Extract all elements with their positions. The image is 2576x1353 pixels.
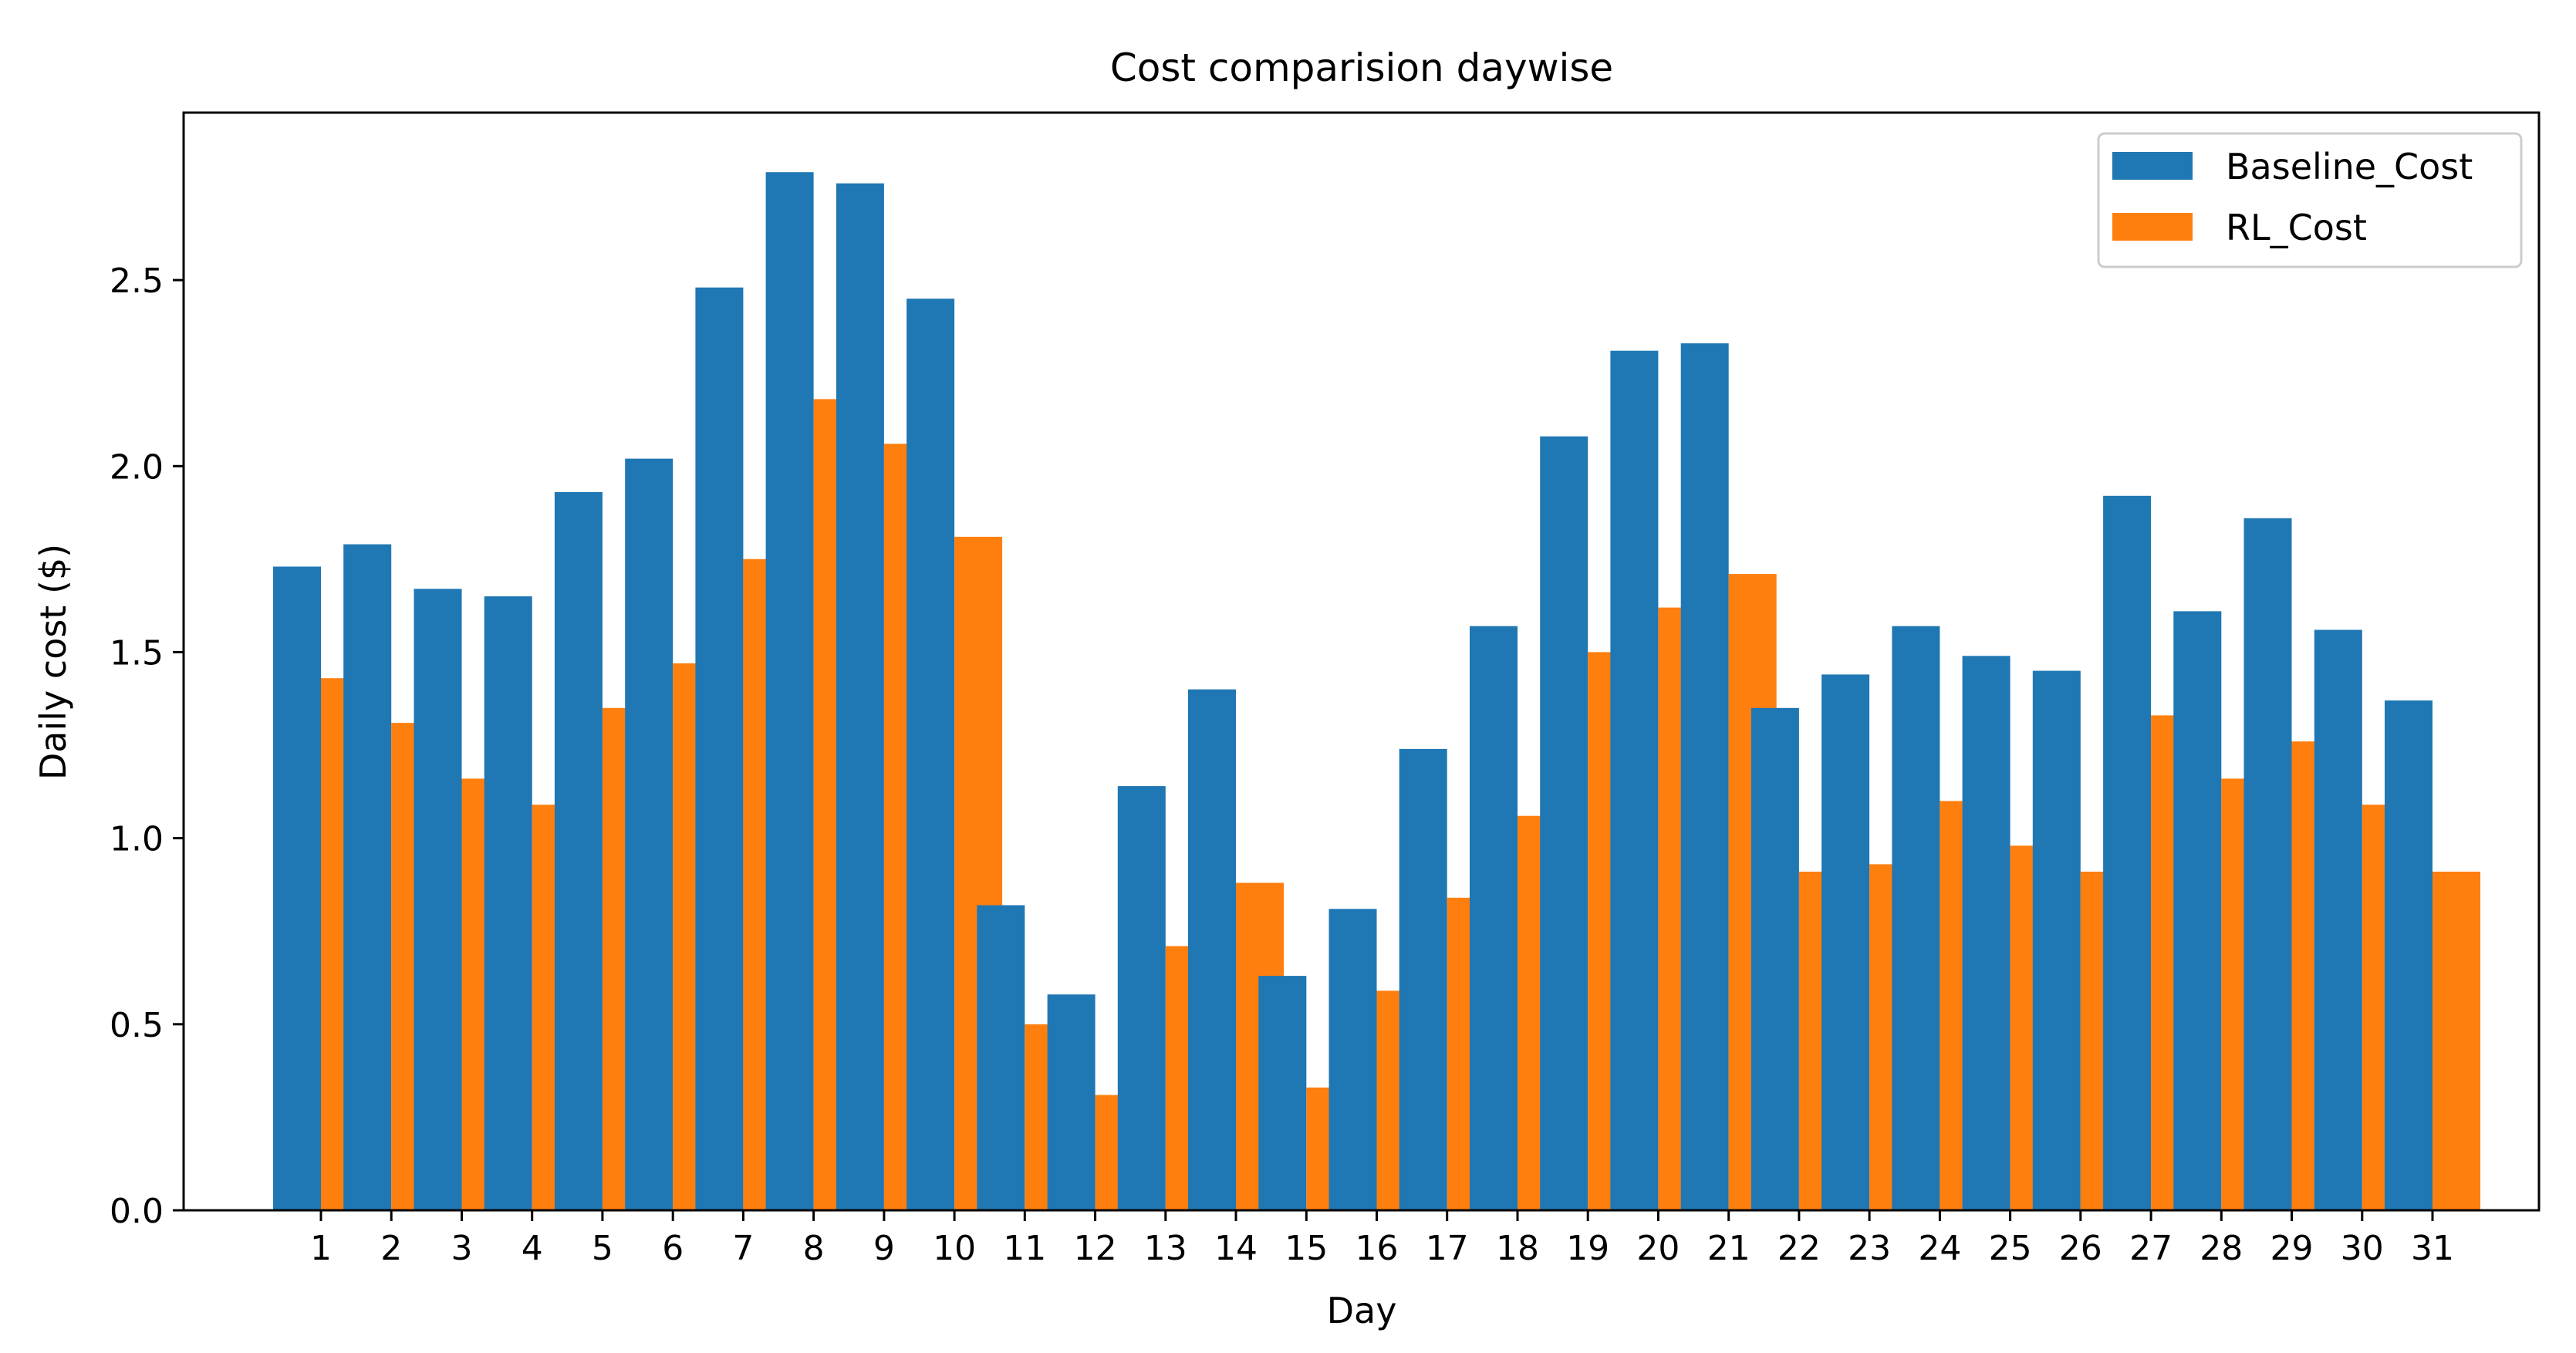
chart-title: Cost comparision daywise <box>1110 46 1613 90</box>
bar-baseline-day-18 <box>1470 626 1518 1210</box>
y-tick-label-0: 0.0 <box>110 1192 164 1231</box>
bar-baseline-day-12 <box>1047 994 1096 1210</box>
x-tick-label-17: 17 <box>1426 1229 1469 1268</box>
bar-baseline-day-5 <box>554 492 603 1210</box>
x-tick-label-18: 18 <box>1496 1229 1539 1268</box>
bar-baseline-day-4 <box>484 596 532 1210</box>
bar-baseline-day-11 <box>977 905 1025 1210</box>
bar-baseline-day-20 <box>1610 350 1659 1211</box>
legend: Baseline_Cost RL_Cost <box>2097 132 2523 268</box>
x-tick-label-14: 14 <box>1214 1229 1258 1268</box>
x-axis: 1 2 3 4 5 6 7 8 9 10 11 12 13 14 15 16 17 18 19 20 21 22 23 24 2… <box>310 1210 2454 1268</box>
bar-baseline-day-24 <box>1892 626 1940 1210</box>
x-tick-label-8: 8 <box>803 1229 825 1268</box>
bar-baseline-day-7 <box>695 287 744 1211</box>
x-tick-label-12: 12 <box>1074 1229 1117 1268</box>
bar-baseline-day-25 <box>1962 656 2010 1210</box>
x-tick-label-21: 21 <box>1707 1229 1751 1268</box>
legend-swatch-rl <box>2112 213 2193 241</box>
y-tick-label-5: 2.5 <box>110 261 164 301</box>
bar-baseline-day-14 <box>1188 689 1236 1210</box>
bar-baseline-day-2 <box>343 544 392 1210</box>
x-tick-label-30: 30 <box>2341 1229 2384 1268</box>
legend-label-rl: RL_Cost <box>2226 207 2367 248</box>
x-tick-label-19: 19 <box>1566 1229 1609 1268</box>
y-tick-label-1: 0.5 <box>110 1006 164 1045</box>
bar-baseline-day-15 <box>1258 976 1307 1210</box>
legend-swatch-baseline <box>2112 152 2193 180</box>
bar-baseline-day-3 <box>414 589 462 1210</box>
x-tick-label-27: 27 <box>2129 1229 2173 1268</box>
bar-baseline-day-17 <box>1399 748 1447 1210</box>
x-tick-label-3: 3 <box>451 1229 473 1268</box>
bar-baseline-day-27 <box>2103 495 2152 1210</box>
x-tick-label-28: 28 <box>2200 1229 2243 1268</box>
x-tick-label-29: 29 <box>2270 1229 2314 1268</box>
bar-baseline-day-22 <box>1751 707 1799 1210</box>
plot-frame <box>182 111 2541 1212</box>
x-tick-label-2: 2 <box>380 1229 402 1268</box>
bar-baseline-day-29 <box>2243 518 2292 1210</box>
y-tick-label-3: 1.5 <box>110 633 164 673</box>
bar-baseline-day-1 <box>273 566 321 1210</box>
x-tick-label-22: 22 <box>1778 1229 1821 1268</box>
x-tick-label-1: 1 <box>310 1229 332 1268</box>
x-tick-label-4: 4 <box>522 1229 543 1268</box>
x-tick-label-15: 15 <box>1285 1229 1328 1268</box>
bar-baseline-day-6 <box>625 458 674 1210</box>
x-tick-label-24: 24 <box>1918 1229 1961 1268</box>
x-axis-label: Day <box>1327 1290 1397 1331</box>
x-tick-label-10: 10 <box>933 1229 976 1268</box>
x-tick-label-13: 13 <box>1144 1229 1187 1268</box>
bars-layer <box>273 172 2480 1211</box>
x-tick-label-26: 26 <box>2059 1229 2102 1268</box>
bar-baseline-day-19 <box>1540 436 1588 1210</box>
x-tick-label-9: 9 <box>873 1229 895 1268</box>
x-tick-label-6: 6 <box>662 1229 684 1268</box>
bar-baseline-day-28 <box>2173 611 2222 1210</box>
legend-frame <box>2097 132 2523 268</box>
x-tick-label-5: 5 <box>592 1229 613 1268</box>
bar-baseline-day-31 <box>2385 700 2433 1210</box>
x-tick-label-7: 7 <box>732 1229 754 1268</box>
y-axis-label: Daily cost ($) <box>32 544 74 780</box>
y-tick-label-4: 2.0 <box>110 447 164 487</box>
bar-rl-day-31 <box>2433 872 2480 1210</box>
bar-baseline-day-23 <box>1821 674 1870 1210</box>
bar-baseline-day-16 <box>1329 909 1377 1210</box>
bar-baseline-day-9 <box>836 183 884 1211</box>
x-tick-label-11: 11 <box>1003 1229 1046 1268</box>
bar-baseline-day-26 <box>2032 670 2081 1210</box>
y-tick-label-2: 1.0 <box>110 820 164 859</box>
bar-baseline-day-30 <box>2314 629 2362 1210</box>
x-tick-label-31: 31 <box>2411 1229 2454 1268</box>
x-tick-label-20: 20 <box>1636 1229 1680 1268</box>
bar-baseline-day-13 <box>1117 786 1166 1210</box>
bar-baseline-day-10 <box>906 299 955 1211</box>
y-axis: 0.0 0.5 1.0 1.5 2.0 2.5 <box>110 261 184 1231</box>
legend-label-baseline: Baseline_Cost <box>2226 146 2473 187</box>
x-tick-label-25: 25 <box>1989 1229 2032 1268</box>
bar-baseline-day-21 <box>1680 343 1729 1211</box>
bar-baseline-day-8 <box>765 172 814 1211</box>
x-tick-label-23: 23 <box>1848 1229 1891 1268</box>
x-tick-label-16: 16 <box>1356 1229 1399 1268</box>
